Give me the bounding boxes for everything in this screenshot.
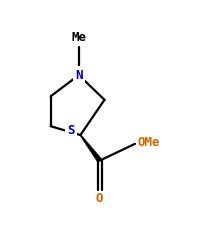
Text: O: O (95, 192, 103, 205)
Text: Me: Me (71, 31, 86, 44)
Text: N: N (75, 69, 82, 82)
Text: S: S (67, 124, 74, 137)
Text: OMe: OMe (137, 136, 159, 150)
Polygon shape (80, 135, 101, 162)
